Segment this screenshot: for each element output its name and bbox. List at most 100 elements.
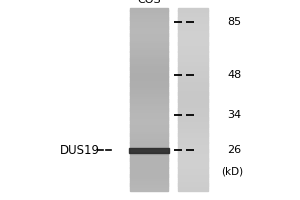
Bar xyxy=(178,99,208,102)
Bar xyxy=(130,35,168,38)
Bar xyxy=(130,19,168,22)
Bar xyxy=(178,33,208,36)
Bar xyxy=(130,117,168,120)
Bar xyxy=(178,22,208,24)
Bar xyxy=(178,101,208,104)
Bar xyxy=(178,38,208,40)
Bar xyxy=(178,126,208,129)
Bar xyxy=(178,131,208,134)
Bar xyxy=(178,172,208,175)
Bar xyxy=(178,165,208,168)
Bar xyxy=(178,106,208,109)
Bar xyxy=(178,13,208,15)
Bar xyxy=(178,170,208,172)
Bar xyxy=(130,83,168,86)
Bar xyxy=(130,188,168,190)
Bar xyxy=(178,124,208,127)
Bar xyxy=(130,97,168,99)
Bar xyxy=(130,160,168,163)
Bar xyxy=(130,126,168,129)
Bar xyxy=(130,110,168,113)
Bar xyxy=(130,147,168,150)
Bar xyxy=(178,79,208,81)
Bar xyxy=(130,101,168,104)
Bar xyxy=(130,142,168,145)
Bar xyxy=(178,17,208,20)
Bar xyxy=(130,79,168,81)
Bar xyxy=(130,144,168,147)
Bar xyxy=(130,56,168,59)
Bar xyxy=(178,31,208,34)
Bar xyxy=(178,158,208,161)
Bar xyxy=(178,47,208,49)
Bar xyxy=(178,135,208,138)
Bar xyxy=(130,106,168,109)
Bar xyxy=(130,67,168,70)
Bar xyxy=(178,90,208,93)
Bar xyxy=(178,10,208,13)
Bar xyxy=(178,69,208,72)
Bar xyxy=(130,138,168,140)
Bar xyxy=(178,81,208,84)
Bar xyxy=(178,97,208,99)
Bar xyxy=(178,83,208,86)
Bar xyxy=(178,113,208,115)
Bar xyxy=(178,108,208,111)
Text: (kD): (kD) xyxy=(221,167,243,177)
Bar xyxy=(178,188,208,190)
Bar xyxy=(130,28,168,31)
Bar xyxy=(178,58,208,61)
Bar xyxy=(178,154,208,156)
Bar xyxy=(130,156,168,159)
Bar xyxy=(130,65,168,68)
Bar xyxy=(178,76,208,79)
Bar xyxy=(178,129,208,131)
Bar xyxy=(130,185,168,188)
Bar xyxy=(130,181,168,184)
Bar xyxy=(178,156,208,159)
Bar xyxy=(178,149,208,152)
Bar xyxy=(178,115,208,118)
Bar xyxy=(130,13,168,15)
Bar xyxy=(178,65,208,68)
Bar xyxy=(178,104,208,106)
Bar xyxy=(178,88,208,90)
Bar xyxy=(178,183,208,186)
Bar xyxy=(130,33,168,36)
Bar xyxy=(178,151,208,154)
Bar xyxy=(178,176,208,179)
Bar xyxy=(178,174,208,177)
Bar xyxy=(130,99,168,102)
Bar xyxy=(178,160,208,163)
Bar xyxy=(178,122,208,125)
Bar xyxy=(130,104,168,106)
Bar xyxy=(130,179,168,181)
Bar xyxy=(130,94,168,97)
Bar xyxy=(178,163,208,165)
Text: 34: 34 xyxy=(227,110,241,120)
Bar xyxy=(130,115,168,118)
Bar xyxy=(178,51,208,54)
Bar xyxy=(178,167,208,170)
Bar xyxy=(130,15,168,18)
Bar xyxy=(130,49,168,52)
Bar xyxy=(178,35,208,38)
Bar xyxy=(130,183,168,186)
Bar xyxy=(178,142,208,145)
Bar xyxy=(178,49,208,52)
Bar xyxy=(130,58,168,61)
Bar xyxy=(130,174,168,177)
Bar xyxy=(130,88,168,90)
Bar xyxy=(178,85,208,88)
Bar xyxy=(178,144,208,147)
Bar xyxy=(130,163,168,165)
Bar xyxy=(130,44,168,47)
Bar xyxy=(130,85,168,88)
Bar xyxy=(130,81,168,84)
Bar xyxy=(130,122,168,125)
Bar xyxy=(178,60,208,63)
Bar xyxy=(130,53,168,56)
Bar xyxy=(178,138,208,140)
Bar xyxy=(130,154,168,156)
Bar xyxy=(178,179,208,181)
